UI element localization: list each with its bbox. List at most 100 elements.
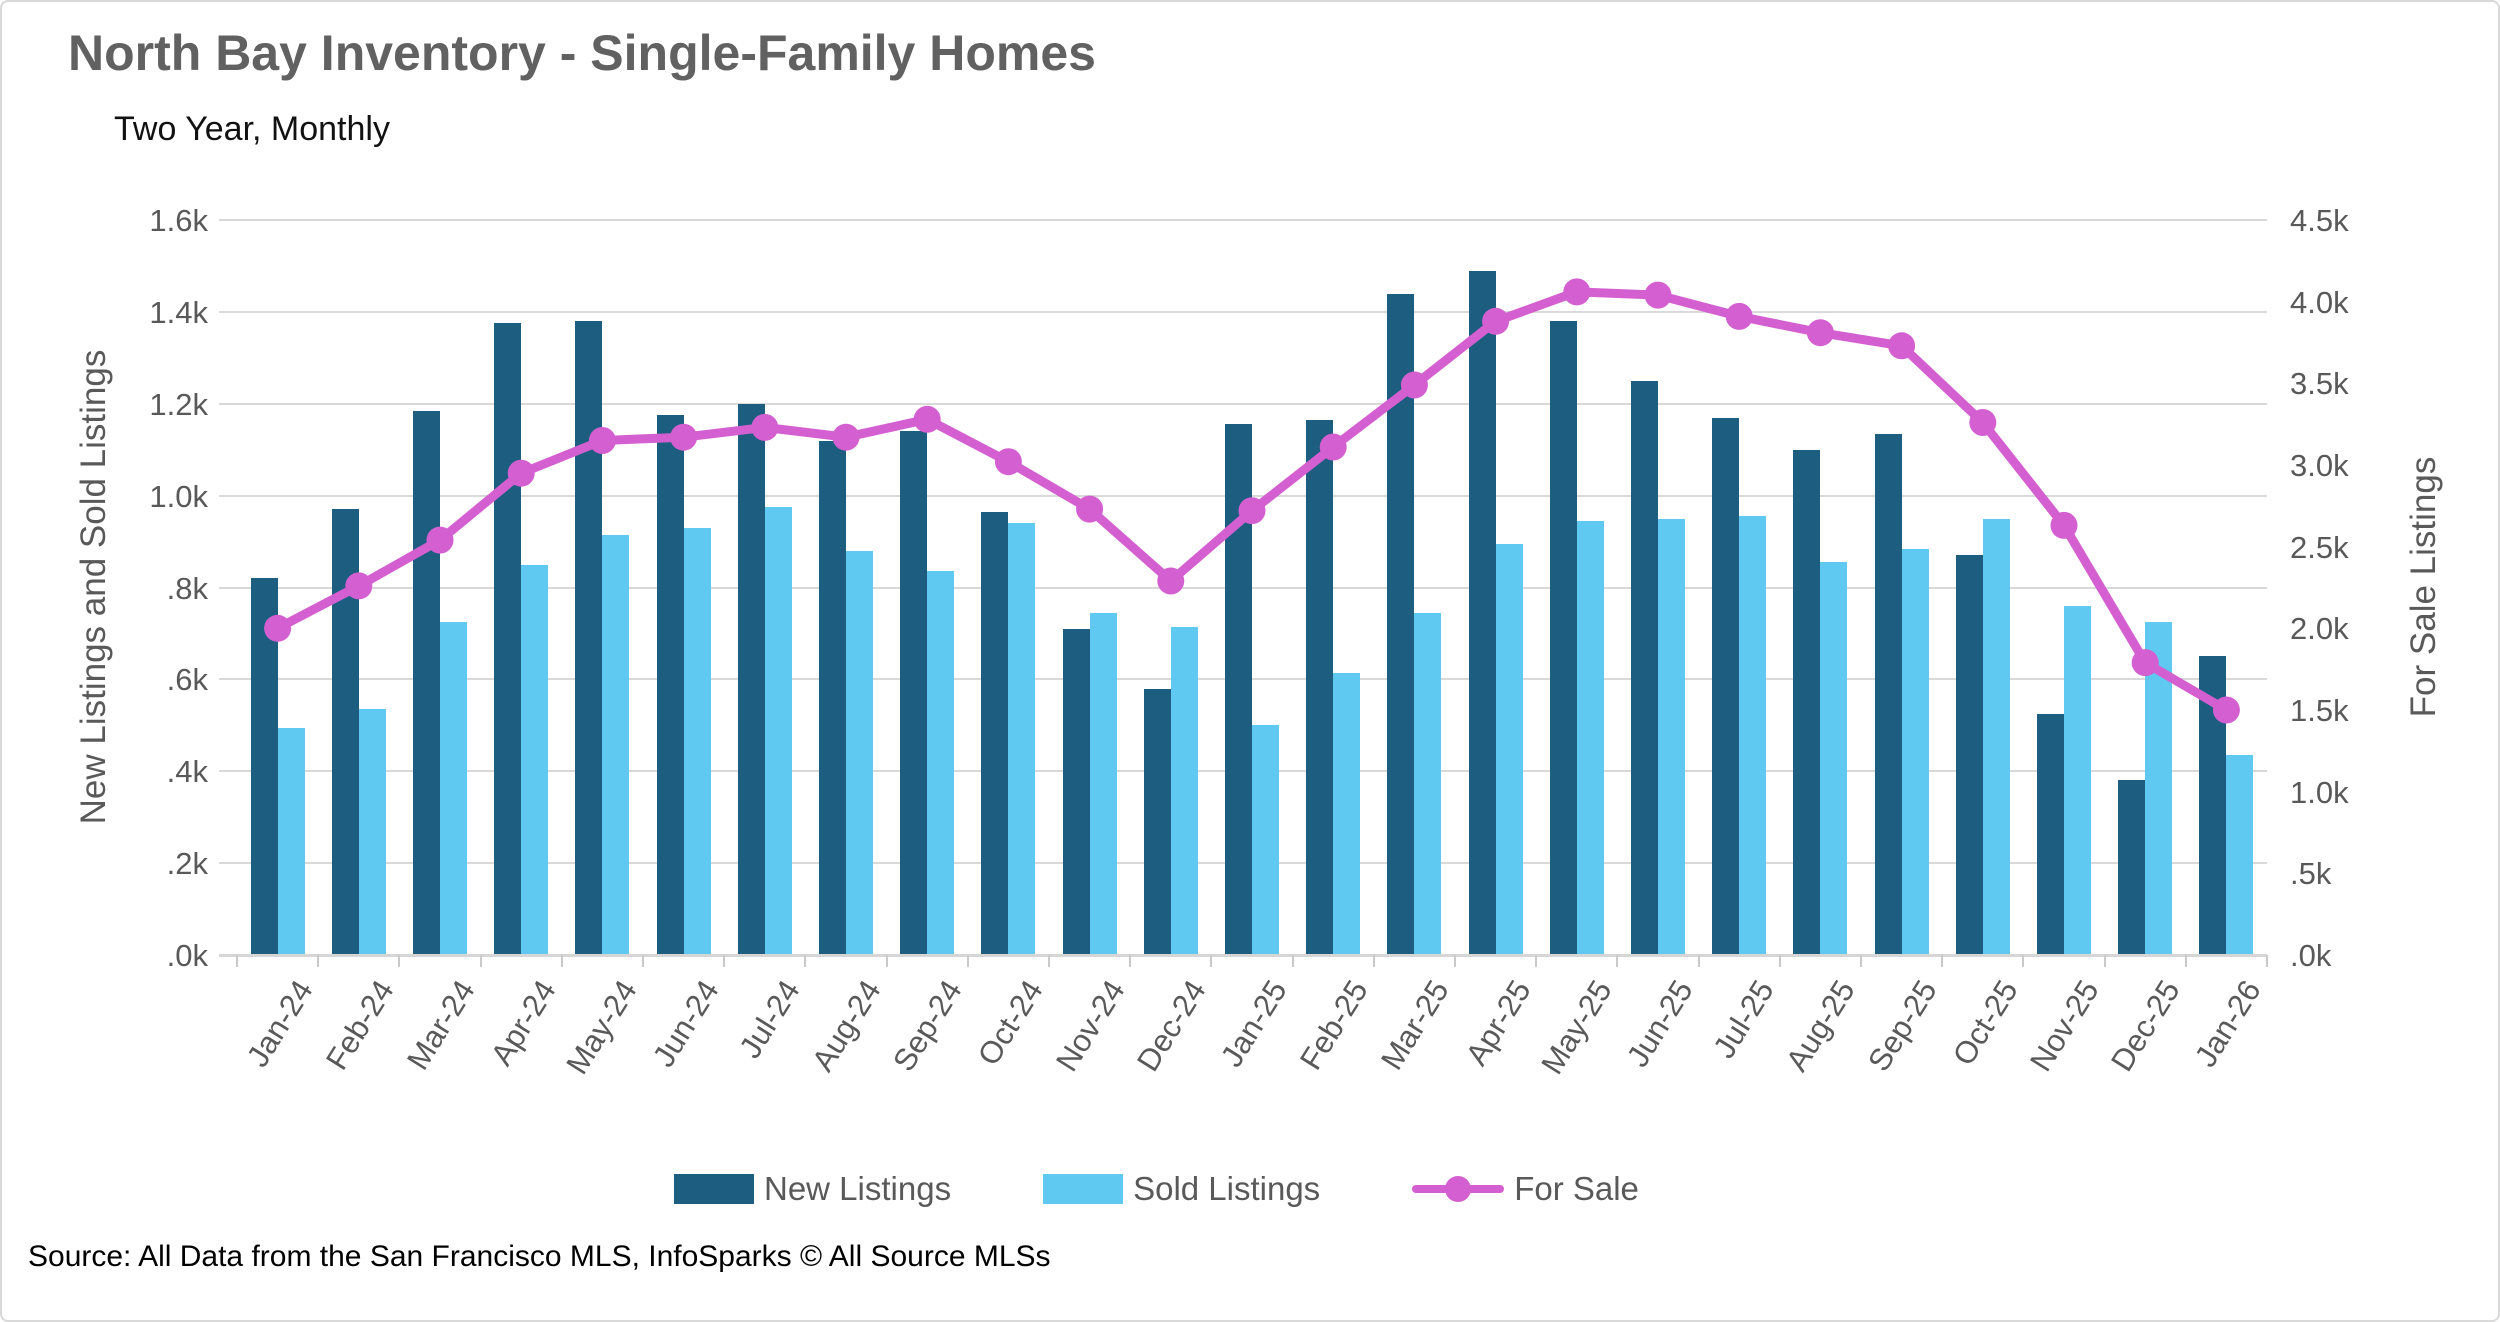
right-axis-tick-label: 3.0k	[2290, 448, 2349, 483]
left-axis-tick-label: .4k	[166, 754, 208, 790]
x-axis-tick	[398, 955, 401, 967]
bar-sold-listings	[1089, 612, 1117, 955]
for-sale-point: May-25 For Sale: 4060	[1563, 278, 1591, 306]
x-axis-tick	[885, 955, 888, 967]
for-sale-point: Dec-25 For Sale: 1790	[2131, 649, 2159, 677]
gridline	[219, 402, 2267, 405]
bar-sold-listings	[1739, 516, 1767, 955]
bar-new-listings	[2118, 780, 2146, 955]
bar-new-listings	[494, 323, 522, 955]
bar-sold-listings	[1495, 543, 1523, 955]
bar-sold-listings	[1901, 548, 1929, 955]
x-axis-tick-label: Dec-25	[2104, 974, 2187, 1078]
right-axis-tick-label: 2.5k	[2290, 529, 2349, 565]
x-axis-tick-label: Jan-25	[1213, 974, 1294, 1073]
bar-sold-listings	[440, 622, 467, 955]
bar-sold-listings	[277, 727, 305, 955]
for-sale-point: Nov-24 For Sale: 2730	[1076, 495, 1104, 523]
bar-new-listings	[1712, 417, 1740, 955]
legend-item-for-sale: For Sale	[1412, 1170, 1639, 1208]
x-axis-tick	[317, 955, 320, 967]
for-sale-point: Apr-25 For Sale: 3880	[1482, 307, 1510, 335]
bar-new-listings	[1793, 449, 1821, 955]
x-axis-tick	[236, 955, 238, 967]
left-axis-tick-label: .6k	[166, 662, 208, 698]
for-sale-point: Feb-25 For Sale: 3110	[1319, 433, 1347, 461]
for-sale-point: Jan-25 For Sale: 2720	[1238, 497, 1266, 525]
x-axis-tick-label: Sep-25	[1860, 974, 1944, 1078]
x-axis-tick-label: Mar-24	[399, 974, 482, 1076]
bar-new-listings	[737, 403, 765, 955]
x-axis-tick	[479, 955, 482, 967]
right-axis-tick-label: 1.0k	[2290, 774, 2349, 810]
x-axis-line	[219, 954, 2267, 957]
bar-new-listings	[250, 578, 278, 955]
bar-sold-listings	[1982, 518, 2010, 955]
left-axis-tick-label: .2k	[166, 846, 208, 882]
bar-new-listings	[575, 321, 603, 955]
legend-item-sold-listings: Sold Listings	[1043, 1170, 1320, 1208]
x-axis-tick	[804, 955, 807, 967]
legend-label: New Listings	[764, 1170, 952, 1207]
x-axis-tick	[1129, 955, 1132, 967]
right-axis-tick-label: 4.0k	[2290, 284, 2349, 320]
left-axis-tick-label: 1.6k	[149, 203, 208, 238]
right-axis-tick-label: 2.0k	[2290, 611, 2349, 647]
x-axis-tick	[1941, 955, 1944, 967]
left-axis-tick-label: .8k	[166, 570, 208, 606]
bar-new-listings	[1468, 270, 1496, 955]
x-axis-tick-label: Jul-24	[732, 974, 807, 1065]
bar-sold-listings	[764, 507, 792, 955]
x-axis-tick	[642, 955, 644, 967]
x-axis-tick-label: May-24	[559, 974, 645, 1081]
chart-subtitle: Two Year, Monthly	[114, 110, 390, 148]
left-axis-tick-label: .0k	[166, 938, 208, 973]
bar-sold-listings	[2064, 605, 2091, 955]
bar-sold-listings	[927, 571, 955, 955]
for-sale-point: Nov-25 For Sale: 2630	[2050, 511, 2078, 539]
bar-sold-listings	[1658, 518, 1685, 955]
bar-sold-listings	[1333, 672, 1361, 955]
for-sale-point: Jan-24 For Sale: 2000	[264, 614, 292, 642]
x-axis-tick-label: Dec-24	[1129, 974, 1213, 1078]
bar-new-listings	[1062, 628, 1090, 955]
bar-sold-listings	[1008, 523, 1036, 955]
x-axis-tick-label: Jan-26	[2188, 974, 2269, 1073]
x-axis-tick-label: May-25	[1534, 974, 1619, 1081]
bar-sold-listings	[358, 709, 386, 955]
x-axis-tick-label: Nov-24	[1048, 974, 1132, 1078]
x-axis-tick-label: Aug-24	[805, 974, 888, 1078]
x-axis-tick	[1697, 955, 1700, 967]
for-sale-point: Mar-24 For Sale: 2540	[426, 526, 454, 554]
for-sale-point: Mar-25 For Sale: 3490	[1400, 371, 1428, 399]
for-sale-point: Feb-24 For Sale: 2260	[345, 572, 373, 600]
bar-new-listings	[1549, 321, 1577, 955]
sold-listings-swatch-icon	[1043, 1174, 1124, 1204]
bar-new-listings	[1631, 380, 1658, 955]
x-axis-tick	[1372, 955, 1375, 967]
x-axis-tick-label: Oct-24	[971, 974, 1051, 1072]
x-axis-tick-label: Mar-25	[1374, 974, 1457, 1076]
legend-label: For Sale	[1514, 1170, 1639, 1207]
right-axis-tick-label: 4.5k	[2290, 203, 2349, 238]
bar-new-listings	[819, 440, 846, 955]
x-axis-tick-label: Nov-25	[2023, 974, 2106, 1078]
x-axis-tick-label: Apr-25	[1458, 974, 1538, 1072]
bar-sold-listings	[846, 550, 873, 955]
bar-new-listings	[656, 415, 684, 955]
x-axis-tick	[560, 955, 563, 967]
source-note: Source: All Data from the San Francisco …	[28, 1240, 1051, 1273]
for-sale-point: Sep-25 For Sale: 3730	[1888, 332, 1916, 360]
x-axis-tick	[2022, 955, 2025, 967]
for-sale-line-svg: Jan-24 For Sale: 2000 Feb-24 For Sale: 22…	[264, 278, 2240, 724]
x-axis-tick	[1210, 955, 1213, 967]
x-axis-tick-label: Sep-24	[886, 974, 969, 1078]
x-axis-tick-label: Aug-25	[1779, 974, 1863, 1078]
right-axis-tick-label: .0k	[2290, 938, 2332, 973]
x-axis-tick	[1616, 955, 1619, 967]
right-axis-tick-label: 1.5k	[2290, 693, 2349, 728]
bar-sold-listings	[602, 534, 630, 955]
for-sale-point: May-24 For Sale: 3150	[588, 427, 616, 454]
bar-new-listings	[900, 431, 928, 955]
